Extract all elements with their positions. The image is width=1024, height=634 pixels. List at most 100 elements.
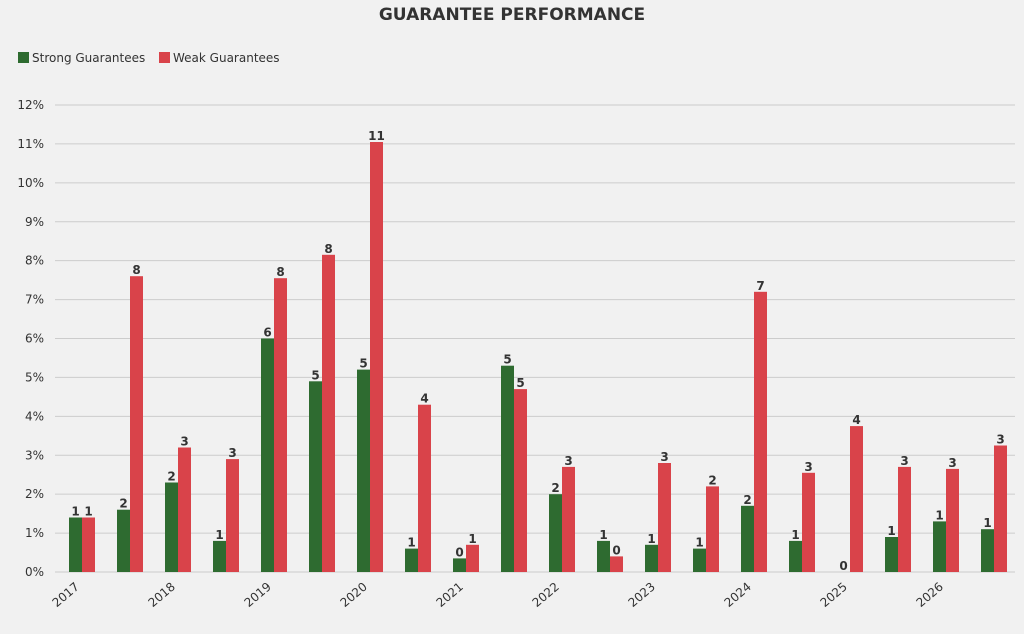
bar-strong-8	[453, 558, 466, 572]
bar-strong-9	[501, 365, 514, 572]
data-label-weak-1: 8	[132, 263, 140, 277]
bar-weak-6	[370, 142, 383, 572]
bar-weak-1	[130, 276, 143, 572]
bar-strong-18	[933, 521, 946, 572]
data-label-weak-19: 3	[996, 433, 1004, 447]
bar-weak-17	[898, 466, 911, 572]
data-label-weak-10: 3	[564, 454, 572, 468]
bar-weak-12	[658, 463, 671, 572]
bar-weak-9	[514, 389, 527, 572]
data-label-weak-15: 3	[804, 460, 812, 474]
y-tick-label: 7%	[25, 293, 44, 307]
data-label-strong-19: 1	[983, 516, 991, 530]
bar-strong-11	[597, 540, 610, 572]
data-label-strong-13: 1	[695, 536, 703, 550]
y-tick-label: 3%	[25, 448, 44, 462]
bar-weak-16	[850, 426, 863, 572]
data-label-weak-17: 3	[900, 454, 908, 468]
bar-strong-13	[693, 548, 706, 572]
data-label-strong-7: 1	[407, 536, 415, 550]
chart-title: GUARANTEE PERFORMANCE	[379, 5, 645, 25]
data-label-weak-8: 1	[468, 532, 476, 546]
data-label-weak-16: 4	[852, 413, 860, 427]
bar-strong-4	[261, 338, 274, 572]
bar-weak-13	[706, 486, 719, 572]
data-label-weak-12: 3	[660, 450, 668, 464]
legend-swatch-weak	[159, 52, 170, 63]
data-label-weak-2: 3	[180, 435, 188, 449]
x-tick-label: 2026	[914, 580, 946, 610]
data-label-strong-5: 5	[311, 368, 319, 382]
data-label-strong-10: 2	[551, 481, 559, 495]
bar-strong-1	[117, 509, 130, 572]
data-label-strong-6: 5	[359, 357, 367, 371]
y-tick-label: 6%	[25, 332, 44, 346]
data-label-weak-0: 1	[84, 505, 92, 519]
y-tick-label: 8%	[25, 254, 44, 268]
bar-weak-11	[610, 556, 623, 572]
data-label-weak-5: 8	[324, 242, 332, 256]
data-label-weak-4: 8	[276, 265, 284, 279]
data-label-weak-7: 4	[420, 392, 428, 406]
legend-label-weak: Weak Guarantees	[173, 51, 280, 65]
x-tick-label: 2020	[338, 580, 370, 610]
data-label-strong-17: 1	[887, 524, 895, 538]
x-tick-label: 2024	[722, 580, 754, 610]
bar-weak-7	[418, 404, 431, 572]
data-label-strong-16: 0	[839, 559, 847, 573]
y-tick-label: 0%	[25, 565, 44, 579]
data-label-strong-12: 1	[647, 532, 655, 546]
y-tick-label: 9%	[25, 215, 44, 229]
bar-weak-10	[562, 466, 575, 572]
x-tick-label: 2018	[146, 580, 178, 610]
data-label-strong-3: 1	[215, 528, 223, 542]
bar-strong-3	[213, 540, 226, 572]
data-label-weak-11: 0	[612, 543, 620, 557]
data-label-strong-4: 6	[263, 326, 271, 340]
x-tick-label: 2021	[434, 580, 466, 610]
data-label-weak-13: 2	[708, 473, 716, 487]
bar-strong-2	[165, 482, 178, 572]
bar-strong-5	[309, 381, 322, 572]
data-label-weak-9: 5	[516, 376, 524, 390]
data-label-weak-18: 3	[948, 456, 956, 470]
bar-weak-5	[322, 254, 335, 573]
bar-strong-0	[69, 517, 82, 572]
x-tick-label: 2019	[242, 580, 274, 610]
bar-weak-2	[178, 447, 191, 572]
data-label-strong-14: 2	[743, 493, 751, 507]
data-label-strong-2: 2	[167, 470, 175, 484]
data-label-strong-11: 1	[599, 528, 607, 542]
bar-weak-19	[994, 445, 1007, 572]
y-tick-label: 4%	[25, 409, 44, 423]
bar-weak-4	[274, 278, 287, 572]
x-tick-label: 2025	[818, 580, 850, 610]
bar-weak-3	[226, 459, 239, 572]
bar-weak-0	[82, 517, 95, 572]
bar-strong-6	[357, 369, 370, 572]
bar-weak-14	[754, 291, 767, 572]
data-label-strong-8: 0	[455, 545, 463, 559]
data-label-strong-18: 1	[935, 508, 943, 522]
gridlines	[55, 104, 1015, 573]
data-label-weak-14: 7	[756, 279, 764, 293]
data-label-strong-0: 1	[71, 505, 79, 519]
bar-strong-7	[405, 548, 418, 572]
bar-weak-18	[946, 468, 959, 572]
y-tick-label: 2%	[25, 487, 44, 501]
bar-weak-8	[466, 544, 479, 572]
bars	[69, 142, 1007, 573]
bar-weak-15	[802, 472, 815, 572]
bar-strong-15	[789, 540, 802, 572]
x-tick-label: 2023	[626, 580, 658, 610]
legend: Strong Guarantees Weak Guarantees	[18, 51, 280, 65]
x-axis: 2017 2018 2019 2020 2021 2022 2023 2024 2025 2026	[50, 580, 946, 610]
data-label-strong-9: 5	[503, 353, 511, 367]
bar-strong-14	[741, 505, 754, 572]
x-tick-label: 2017	[50, 580, 82, 610]
x-tick-label: 2022	[530, 580, 562, 610]
y-tick-label: 12%	[17, 98, 44, 112]
y-tick-label: 5%	[25, 370, 44, 384]
